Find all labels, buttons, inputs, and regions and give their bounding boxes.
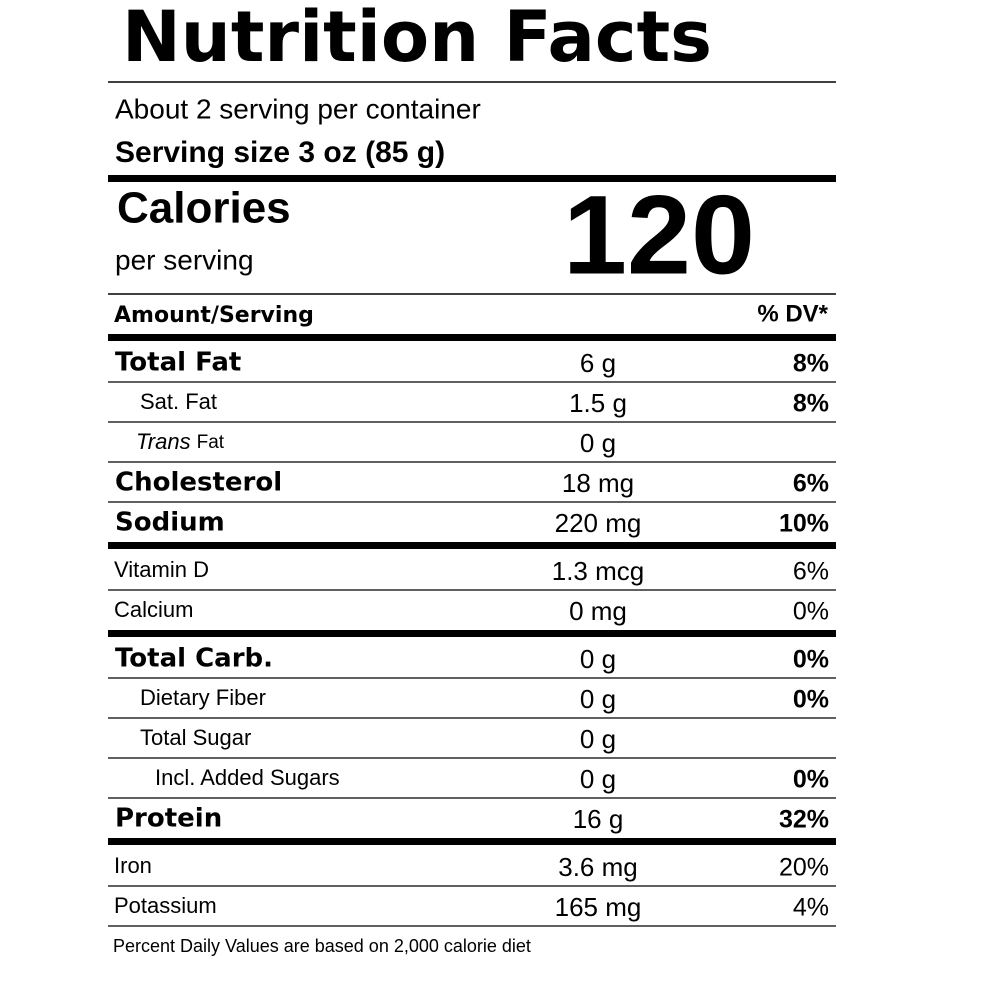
nutrient-dv: 32% xyxy=(779,806,829,834)
nutrient-name: Trans Fat xyxy=(136,429,225,454)
thick-rule xyxy=(108,838,836,845)
nutrient-amount: 16 g xyxy=(573,804,624,834)
nutrient-name: Cholesterol xyxy=(115,468,282,498)
nutrient-dv: 20% xyxy=(779,854,829,882)
calories-value: 120 xyxy=(563,173,755,298)
nutrient-amount: 6 g xyxy=(580,348,616,378)
nutrient-dv: 8% xyxy=(793,350,829,378)
nutrient-dv: 4% xyxy=(793,894,829,922)
nutrient-amount: 3.6 mg xyxy=(558,852,638,882)
nutrient-dv: 0% xyxy=(793,686,829,714)
servings: About 2 serving per container xyxy=(115,93,481,124)
nutrient-name-rest: Fat xyxy=(197,432,225,453)
serving-size: Serving size 3 oz (85 g) xyxy=(115,136,445,169)
thick-rule xyxy=(108,542,836,549)
nutrient-amount: 0 mg xyxy=(569,596,627,626)
title: Nutrition Facts xyxy=(122,0,712,78)
nutrient-dv: 10% xyxy=(779,510,829,538)
nutrient-name: Sodium xyxy=(115,508,225,538)
nutrient-dv: 0% xyxy=(793,598,829,626)
thick-rule xyxy=(108,175,836,182)
nutrient-dv: 0% xyxy=(793,766,829,794)
amount-header: Amount/Serving xyxy=(114,303,314,328)
nutrient-name: Dietary Fiber xyxy=(140,685,266,710)
nutrient-name-italic: Trans xyxy=(136,429,191,454)
nutrient-dv: 0% xyxy=(793,646,829,674)
nutrient-name: Sat. Fat xyxy=(140,389,217,414)
nutrient-name: Potassium xyxy=(114,893,217,918)
nutrient-amount: 0 g xyxy=(580,764,616,794)
nutrient-dv: 6% xyxy=(793,558,829,586)
nutrient-amount: 0 g xyxy=(580,644,616,674)
nutrient-dv: 6% xyxy=(793,470,829,498)
footnote: Percent Daily Values are based on 2,000 … xyxy=(113,936,531,956)
nutrient-amount: 18 mg xyxy=(562,468,634,498)
rows: Total Fat 6 g 8% Sat. Fat 1.5 g 8% Trans Fat 0 g… xyxy=(108,348,836,927)
nutrient-name: Vitamin D xyxy=(114,557,209,582)
nutrient-name: Total Carb. xyxy=(115,644,273,674)
nutrient-dv: 8% xyxy=(793,390,829,418)
calories-sub: per serving xyxy=(115,244,254,275)
nutrient-name: Total Sugar xyxy=(140,725,251,750)
nutrient-amount: 1.5 g xyxy=(569,388,627,418)
nutrient-amount: 165 mg xyxy=(555,892,642,922)
nutrient-name: Incl. Added Sugars xyxy=(155,765,340,790)
nutrient-amount: 0 g xyxy=(580,428,616,458)
nutrient-amount: 0 g xyxy=(580,724,616,754)
nutrient-name: Protein xyxy=(115,804,222,834)
dv-header: % DV* xyxy=(757,300,828,327)
thick-rule xyxy=(108,334,836,341)
nutrient-name: Iron xyxy=(114,853,152,878)
calories-label: Calories xyxy=(117,184,291,233)
nutrient-amount: 1.3 mcg xyxy=(552,556,645,586)
nutrient-name: Calcium xyxy=(114,597,193,622)
nutrient-amount: 220 mg xyxy=(555,508,642,538)
thick-rule xyxy=(108,630,836,637)
nutrient-name: Total Fat xyxy=(115,348,241,378)
nutrient-amount: 0 g xyxy=(580,684,616,714)
